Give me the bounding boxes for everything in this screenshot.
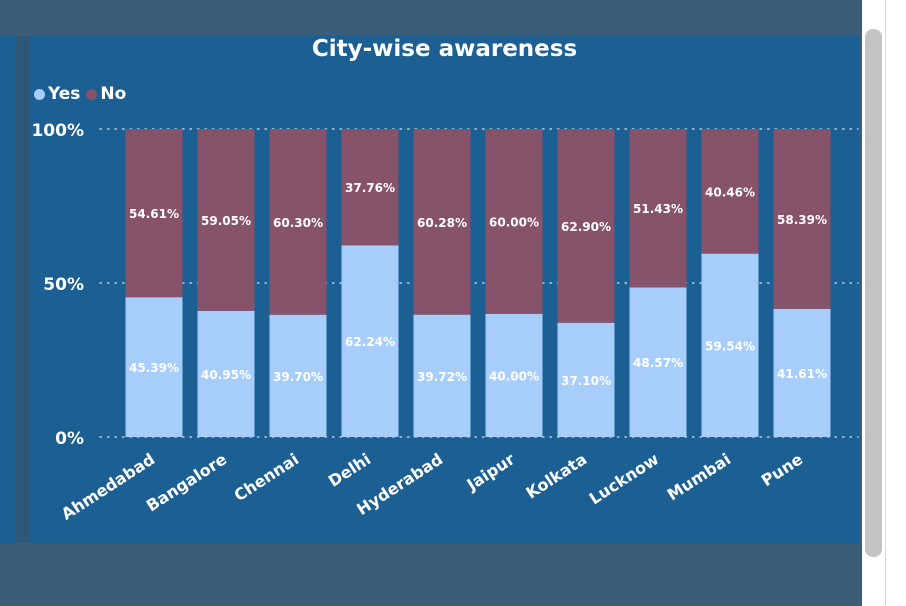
bar-yes [269,314,327,437]
bar-no [269,129,327,315]
y-tick-label: 100% [31,121,84,141]
data-label-yes: 45.39% [129,361,179,375]
adjacent-visual-panel [0,36,16,543]
bar-yes [341,245,399,437]
bar-no [485,129,543,314]
legend-dot-no [86,88,98,100]
data-label-no: 54.61% [129,207,179,221]
bar-no [701,129,759,254]
x-tick-label: Bangalore [143,449,231,515]
data-label-no: 40.46% [705,185,755,199]
data-label-yes: 40.00% [489,369,539,383]
legend-dot-yes [34,88,45,100]
data-label-no: 60.00% [489,215,539,229]
bar-yes [701,253,759,437]
bar-no [629,129,687,288]
bar-no [197,129,255,311]
data-label-no: 60.30% [273,216,323,230]
x-tick-label: Lucknow [586,449,663,508]
data-label-yes: 39.72% [417,370,467,384]
panel-gutter [16,36,30,543]
data-label-yes: 40.95% [201,368,251,382]
bar-no [557,129,615,323]
vertical-scrollbar-thumb[interactable] [865,29,882,557]
data-label-no: 62.90% [561,220,611,234]
data-label-no: 60.28% [417,216,467,230]
data-label-yes: 59.54% [705,339,755,353]
chart-plot: 0% 50% 100% 45.39% 54.61% Ahmedabad 40.95% 59.0… [31,121,859,524]
scroll-divider [885,0,886,606]
bar-no [773,129,831,309]
y-tick-label: 50% [43,275,84,295]
x-tick-label: Delhi [325,449,374,490]
bar-yes [629,287,687,437]
chart-title: City-wise awareness [311,36,578,62]
bar-yes [485,313,543,437]
legend-item-no[interactable]: No [86,84,126,104]
bar-no [413,129,471,315]
data-label-yes: 48.57% [633,356,683,370]
y-tick-label: 0% [55,429,84,449]
data-label-no: 58.39% [777,213,827,227]
bar-no [125,129,183,298]
legend-label-no: No [100,84,127,104]
legend-item-yes[interactable]: Yes [34,84,80,104]
data-label-no: 37.76% [345,181,395,195]
x-tick-label: Mumbai [664,449,734,504]
x-tick-label: Chennai [231,449,303,505]
data-label-yes: 39.70% [273,370,323,384]
x-tick-label: Kolkata [522,449,590,502]
bar-yes [125,297,183,437]
chart-legend: Yes No [34,84,126,104]
bar-yes [557,322,615,437]
x-tick-label: Ahmedabad [58,449,158,523]
bar-yes [773,308,831,437]
data-label-yes: 62.24% [345,335,395,349]
bar-yes [197,310,255,437]
x-tick-label: Pune [758,449,807,490]
data-label-no: 59.05% [201,214,251,228]
data-label-no: 51.43% [633,202,683,216]
data-label-yes: 41.61% [777,367,827,381]
legend-label-yes: Yes [48,84,81,104]
x-tick-label: Jaipur [463,449,519,494]
bar-no [341,129,399,246]
bar-yes [413,314,471,437]
data-label-yes: 37.10% [561,374,611,388]
